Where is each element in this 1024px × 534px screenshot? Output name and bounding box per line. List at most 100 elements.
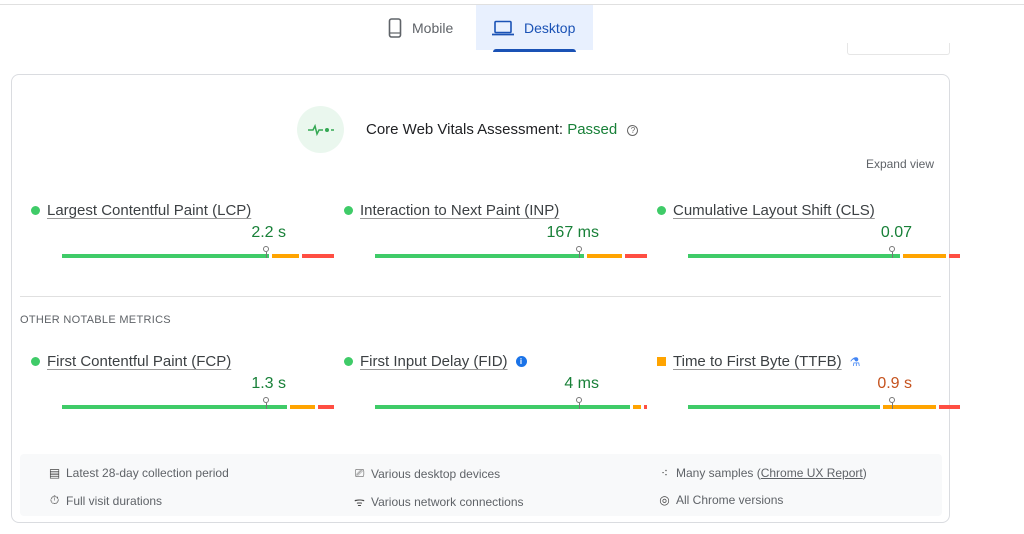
stopwatch-icon: ⏱ xyxy=(49,493,60,507)
good-status-icon xyxy=(657,206,666,215)
footer-durations: ⏱ Full visit durations xyxy=(48,493,162,508)
help-icon[interactable]: ? xyxy=(627,125,639,136)
footer-period: ▤ Latest 28-day collection period xyxy=(48,466,229,480)
distribution-bar xyxy=(375,254,647,258)
metric-value: 167 ms xyxy=(546,224,599,241)
distribution-bar xyxy=(688,405,960,409)
metric-name: Largest Contentful Paint (LCP) xyxy=(28,202,313,219)
metric-value: 0.9 s xyxy=(877,375,912,392)
distribution-bar xyxy=(688,254,960,258)
metric-ttfb: Time to First Byte (TTFB) ⚗ 0.9 s xyxy=(654,353,960,409)
needs-improvement-status-icon xyxy=(657,357,666,366)
top-divider xyxy=(0,4,1024,5)
metric-value: 2.2 s xyxy=(251,224,286,241)
info-icon[interactable]: i xyxy=(515,356,527,367)
metric-name-link[interactable]: First Input Delay (FID) xyxy=(360,353,508,370)
assessment-title: Core Web Vitals Assessment: Passed ? xyxy=(366,121,639,138)
good-segment xyxy=(375,254,584,258)
footer-samples-text: Many samples ( xyxy=(676,466,761,480)
assessment-header: Core Web Vitals Assessment: Passed ? xyxy=(297,106,639,153)
section-divider xyxy=(20,296,941,297)
poor-segment xyxy=(938,405,960,409)
metric-lcp: Largest Contentful Paint (LCP) 2.2 s xyxy=(28,202,334,258)
poor-segment xyxy=(302,254,334,258)
good-status-icon xyxy=(31,357,40,366)
laptop-icon xyxy=(492,20,514,35)
footer-network-text: Various network connections xyxy=(371,494,524,509)
needs-improvement-segment xyxy=(587,254,623,258)
needs-improvement-segment xyxy=(290,405,315,409)
tab-desktop[interactable]: Desktop xyxy=(476,5,593,52)
tab-mobile[interactable]: Mobile xyxy=(372,5,469,50)
metric-inp: Interaction to Next Paint (INP) 167 ms xyxy=(341,202,647,258)
good-status-icon xyxy=(344,206,353,215)
footer-period-text: Latest 28-day collection period xyxy=(66,466,229,480)
footer-durations-text: Full visit durations xyxy=(66,493,163,508)
samples-icon: ⁖ xyxy=(660,466,669,480)
assessment-label: Core Web Vitals Assessment: xyxy=(366,121,564,138)
needs-improvement-segment xyxy=(882,405,936,409)
distribution-bar xyxy=(375,405,647,409)
partial-control xyxy=(847,43,950,55)
poor-segment xyxy=(317,405,334,409)
metric-name-link[interactable]: Interaction to Next Paint (INP) xyxy=(360,202,560,219)
metric-name-link[interactable]: Largest Contentful Paint (LCP) xyxy=(47,202,252,219)
metric-value: 0.07 xyxy=(880,224,912,241)
distribution-bar xyxy=(62,254,334,258)
data-source-footer: ▤ Latest 28-day collection period ⏱ Full v… xyxy=(20,454,942,516)
metric-name-link[interactable]: First Contentful Paint (FCP) xyxy=(47,353,232,370)
metric-name: First Contentful Paint (FCP) xyxy=(28,353,313,370)
chrome-icon: ◎ xyxy=(659,493,670,507)
good-segment xyxy=(62,254,270,258)
poor-segment xyxy=(625,254,647,258)
p75-marker xyxy=(889,397,895,409)
poor-segment xyxy=(644,405,647,409)
metric-name-link[interactable]: Cumulative Layout Shift (CLS) xyxy=(673,202,875,219)
needs-improvement-segment xyxy=(633,405,642,409)
good-segment xyxy=(688,405,880,409)
tab-mobile-label: Mobile xyxy=(412,19,454,36)
other-metrics-heading: OTHER NOTABLE METRICS xyxy=(20,314,171,326)
metric-name: Interaction to Next Paint (INP) xyxy=(341,202,626,219)
footer-devices-text: Various desktop devices xyxy=(371,466,501,481)
poor-segment xyxy=(949,254,960,258)
p75-marker xyxy=(576,246,582,258)
core-web-vitals-card: Core Web Vitals Assessment: Passed ? Exp… xyxy=(11,74,960,523)
metric-name: Cumulative Layout Shift (CLS) xyxy=(654,202,939,219)
good-segment xyxy=(62,405,288,409)
footer-devices: ⎚ Various desktop devices xyxy=(353,466,501,481)
needs-improvement-segment xyxy=(902,254,947,258)
p75-marker xyxy=(576,397,582,409)
chrome-ux-report-link[interactable]: Chrome UX Report xyxy=(760,466,863,480)
footer-samples: ⁖ Many samples (Chrome UX Report) xyxy=(658,466,867,480)
metric-name: First Input Delay (FID) i xyxy=(341,353,626,370)
tab-desktop-label: Desktop xyxy=(524,19,576,36)
phone-icon xyxy=(388,17,402,38)
good-segment xyxy=(688,254,900,258)
footer-samples-suffix: ) xyxy=(862,466,867,480)
p75-marker xyxy=(263,397,269,409)
footer-network: ᯤ Various network connections xyxy=(353,493,524,510)
metric-value: 1.3 s xyxy=(251,375,286,392)
footer-versions-text: All Chrome versions xyxy=(676,493,784,507)
vitals-pulse-icon xyxy=(297,106,344,153)
footer-versions: ◎ All Chrome versions xyxy=(658,493,783,507)
metric-name: Time to First Byte (TTFB) ⚗ xyxy=(654,353,939,370)
good-status-icon xyxy=(344,357,353,366)
metric-fcp: First Contentful Paint (FCP) 1.3 s xyxy=(28,353,334,409)
p75-marker xyxy=(889,246,895,258)
distribution-bar xyxy=(62,405,334,409)
good-status-icon xyxy=(31,206,40,215)
metric-value: 4 ms xyxy=(564,375,599,392)
experimental-flask-icon: ⚗ xyxy=(849,354,861,369)
p75-marker xyxy=(263,246,269,258)
needs-improvement-segment xyxy=(272,254,300,258)
good-segment xyxy=(375,405,631,409)
wifi-icon: ᯤ xyxy=(354,495,365,509)
metric-fid: First Input Delay (FID) i 4 ms xyxy=(341,353,647,409)
assessment-status: Passed xyxy=(567,121,618,138)
expand-view-button[interactable]: Expand view xyxy=(865,157,934,171)
calendar-icon: ▤ xyxy=(48,466,61,480)
metric-name-link[interactable]: Time to First Byte (TTFB) xyxy=(673,353,842,370)
tab-selected-indicator xyxy=(493,49,576,52)
